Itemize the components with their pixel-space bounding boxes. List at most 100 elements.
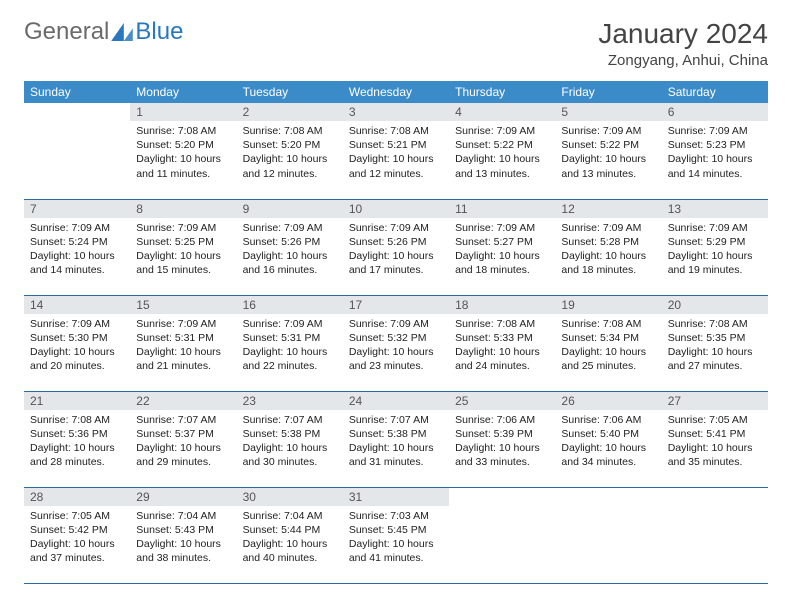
sunrise-value: 7:09 AM <box>178 318 217 330</box>
sunset-value: 5:21 PM <box>387 139 426 151</box>
day-body: Sunrise: 7:05 AMSunset: 5:41 PMDaylight:… <box>662 410 768 474</box>
daylight-label: Daylight: <box>136 250 177 262</box>
calendar-cell: 20Sunrise: 7:08 AMSunset: 5:35 PMDayligh… <box>662 295 768 391</box>
daylight-label: Daylight: <box>30 346 71 358</box>
calendar-cell: 17Sunrise: 7:09 AMSunset: 5:32 PMDayligh… <box>343 295 449 391</box>
sunrise-value: 7:09 AM <box>178 222 217 234</box>
sunrise-label: Sunrise: <box>136 318 175 330</box>
day-body: Sunrise: 7:09 AMSunset: 5:26 PMDaylight:… <box>343 218 449 282</box>
sunset-label: Sunset: <box>455 428 491 440</box>
sunrise-value: 7:05 AM <box>71 510 110 522</box>
calendar-cell: 27Sunrise: 7:05 AMSunset: 5:41 PMDayligh… <box>662 391 768 487</box>
sunrise-value: 7:08 AM <box>497 318 536 330</box>
daylight-label: Daylight: <box>349 250 390 262</box>
sunrise-label: Sunrise: <box>668 125 707 137</box>
day-body: Sunrise: 7:09 AMSunset: 5:29 PMDaylight:… <box>662 218 768 282</box>
sunset-value: 5:24 PM <box>69 236 108 248</box>
sunset-value: 5:42 PM <box>69 524 108 536</box>
day-body: Sunrise: 7:06 AMSunset: 5:39 PMDaylight:… <box>449 410 555 474</box>
daylight-label: Daylight: <box>668 153 709 165</box>
sunrise-label: Sunrise: <box>561 125 600 137</box>
sunrise-value: 7:09 AM <box>709 125 748 137</box>
sunrise-value: 7:07 AM <box>178 414 217 426</box>
day-number: 19 <box>555 296 661 314</box>
sunset-value: 5:37 PM <box>175 428 214 440</box>
sunrise-value: 7:08 AM <box>284 125 323 137</box>
daylight-label: Daylight: <box>30 442 71 454</box>
sunset-label: Sunset: <box>668 236 704 248</box>
sunset-label: Sunset: <box>243 139 279 151</box>
sunset-value: 5:34 PM <box>600 332 639 344</box>
calendar-cell: 23Sunrise: 7:07 AMSunset: 5:38 PMDayligh… <box>237 391 343 487</box>
sunset-value: 5:38 PM <box>387 428 426 440</box>
sunrise-label: Sunrise: <box>668 414 707 426</box>
day-body: Sunrise: 7:04 AMSunset: 5:44 PMDaylight:… <box>237 506 343 570</box>
calendar-cell: 13Sunrise: 7:09 AMSunset: 5:29 PMDayligh… <box>662 199 768 295</box>
sunrise-label: Sunrise: <box>136 414 175 426</box>
calendar-cell: 6Sunrise: 7:09 AMSunset: 5:23 PMDaylight… <box>662 103 768 199</box>
sunrise-label: Sunrise: <box>668 222 707 234</box>
weekday-header: Friday <box>555 81 661 103</box>
sunrise-label: Sunrise: <box>30 414 69 426</box>
sunrise-value: 7:06 AM <box>603 414 642 426</box>
calendar-cell: 14Sunrise: 7:09 AMSunset: 5:30 PMDayligh… <box>24 295 130 391</box>
day-number: 4 <box>449 103 555 121</box>
sunset-label: Sunset: <box>561 236 597 248</box>
sunset-label: Sunset: <box>561 139 597 151</box>
day-number: 28 <box>24 488 130 506</box>
daylight-label: Daylight: <box>136 442 177 454</box>
sunrise-label: Sunrise: <box>349 510 388 522</box>
sunset-value: 5:39 PM <box>494 428 533 440</box>
daylight-label: Daylight: <box>668 250 709 262</box>
day-body: Sunrise: 7:09 AMSunset: 5:32 PMDaylight:… <box>343 314 449 378</box>
sunrise-label: Sunrise: <box>349 318 388 330</box>
sunset-value: 5:31 PM <box>281 332 320 344</box>
day-number: 8 <box>130 200 236 218</box>
calendar-cell: . <box>449 487 555 583</box>
title-block: January 2024 Zongyang, Anhui, China <box>598 18 768 69</box>
sunset-label: Sunset: <box>668 139 704 151</box>
sunset-label: Sunset: <box>136 332 172 344</box>
calendar-cell: 31Sunrise: 7:03 AMSunset: 5:45 PMDayligh… <box>343 487 449 583</box>
calendar-row: .1Sunrise: 7:08 AMSunset: 5:20 PMDayligh… <box>24 103 768 199</box>
day-number: 11 <box>449 200 555 218</box>
day-body: Sunrise: 7:06 AMSunset: 5:40 PMDaylight:… <box>555 410 661 474</box>
day-body: Sunrise: 7:09 AMSunset: 5:31 PMDaylight:… <box>237 314 343 378</box>
day-number: 31 <box>343 488 449 506</box>
sunrise-label: Sunrise: <box>455 125 494 137</box>
sunrise-value: 7:08 AM <box>603 318 642 330</box>
day-body: Sunrise: 7:08 AMSunset: 5:34 PMDaylight:… <box>555 314 661 378</box>
calendar-cell: 25Sunrise: 7:06 AMSunset: 5:39 PMDayligh… <box>449 391 555 487</box>
sunrise-label: Sunrise: <box>668 318 707 330</box>
calendar-cell: 15Sunrise: 7:09 AMSunset: 5:31 PMDayligh… <box>130 295 236 391</box>
day-number: 27 <box>662 392 768 410</box>
sunrise-label: Sunrise: <box>561 414 600 426</box>
calendar-cell: 1Sunrise: 7:08 AMSunset: 5:20 PMDaylight… <box>130 103 236 199</box>
day-number: 17 <box>343 296 449 314</box>
sunset-value: 5:29 PM <box>706 236 745 248</box>
day-body: Sunrise: 7:09 AMSunset: 5:31 PMDaylight:… <box>130 314 236 378</box>
sunset-value: 5:23 PM <box>706 139 745 151</box>
sunset-value: 5:20 PM <box>175 139 214 151</box>
day-number: 23 <box>237 392 343 410</box>
sunset-value: 5:27 PM <box>494 236 533 248</box>
daylight-label: Daylight: <box>455 442 496 454</box>
sunset-value: 5:22 PM <box>600 139 639 151</box>
sunrise-value: 7:09 AM <box>284 318 323 330</box>
daylight-label: Daylight: <box>30 538 71 550</box>
sunrise-label: Sunrise: <box>136 125 175 137</box>
calendar-row: 21Sunrise: 7:08 AMSunset: 5:36 PMDayligh… <box>24 391 768 487</box>
sunrise-value: 7:09 AM <box>284 222 323 234</box>
sunset-label: Sunset: <box>455 236 491 248</box>
day-body: Sunrise: 7:08 AMSunset: 5:35 PMDaylight:… <box>662 314 768 378</box>
day-number: 30 <box>237 488 343 506</box>
sunrise-value: 7:05 AM <box>709 414 748 426</box>
day-number: 1 <box>130 103 236 121</box>
weekday-header: Tuesday <box>237 81 343 103</box>
daylight-label: Daylight: <box>349 346 390 358</box>
daylight-label: Daylight: <box>349 442 390 454</box>
day-body: Sunrise: 7:09 AMSunset: 5:24 PMDaylight:… <box>24 218 130 282</box>
calendar-cell: . <box>662 487 768 583</box>
calendar-cell: 28Sunrise: 7:05 AMSunset: 5:42 PMDayligh… <box>24 487 130 583</box>
calendar-body: . 1 Sunrise: 7:08 AM Sunset: 5:20 PM Dayligh… <box>24 103 768 583</box>
